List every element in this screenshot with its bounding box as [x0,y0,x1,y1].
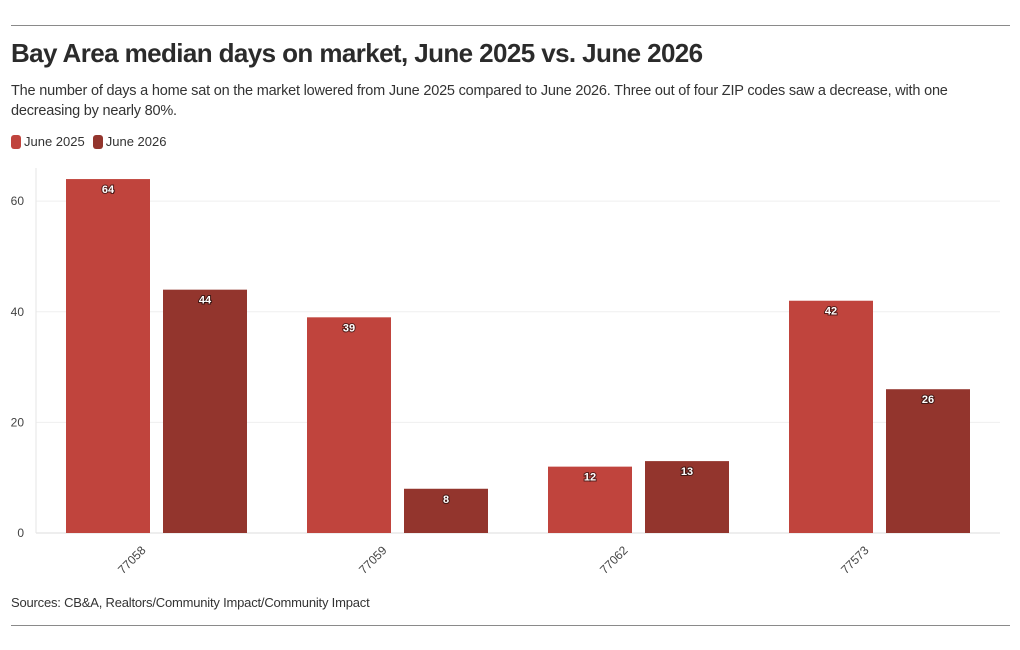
legend-item-june-2026[interactable]: June 2026 [92,134,167,149]
value-label: 44 [199,295,212,307]
x-axis: 77058 77059 77062 77573 [115,543,872,577]
value-label: 12 [584,472,596,484]
bars [66,179,970,533]
y-axis: 0 20 40 60 [11,168,37,540]
chart-subtitle: The number of days a home sat on the mar… [11,83,948,119]
x-tick-label: 77062 [597,543,631,577]
bar-77062-1[interactable] [645,461,729,533]
x-tick-label: 77059 [356,543,390,577]
y-tick-label: 60 [11,194,25,208]
bar-77058-0[interactable] [66,179,150,533]
legend-item-june-2025[interactable]: June 2025 [11,134,85,149]
x-tick-label: 77573 [838,543,872,577]
chart-title: Bay Area median days on market, June 202… [11,38,703,68]
y-tick-label: 20 [11,415,25,429]
value-label: 42 [825,306,837,318]
value-label: 8 [443,494,449,506]
source-note: Sources: CB&A, Realtors/Community Impact… [11,595,370,610]
legend-label-june-2025: June 2025 [24,134,85,149]
bar-77058-1[interactable] [163,289,247,533]
legend-label-june-2026: June 2026 [105,134,167,149]
x-tick-label: 77058 [115,543,149,577]
legend-swatch-june-2026 [92,134,103,149]
value-label: 39 [343,322,355,334]
bar-77573-1[interactable] [886,389,970,533]
legend-swatch-june-2025 [11,134,21,149]
top-rule [11,25,1010,26]
bar-77059-0[interactable] [307,317,391,533]
value-labels: 64 44 39 8 12 13 42 26 [101,183,935,507]
bar-77062-0[interactable] [548,466,632,533]
value-label: 26 [922,394,934,406]
bar-77573-0[interactable] [789,300,873,533]
y-tick-label: 0 [17,526,24,540]
bottom-rule [11,625,1010,626]
legend: June 2025 June 2026 [11,134,166,149]
value-label: 64 [102,184,115,196]
bar-77059-1[interactable] [404,488,488,533]
value-label: 13 [681,466,693,478]
y-tick-label: 40 [11,305,25,319]
